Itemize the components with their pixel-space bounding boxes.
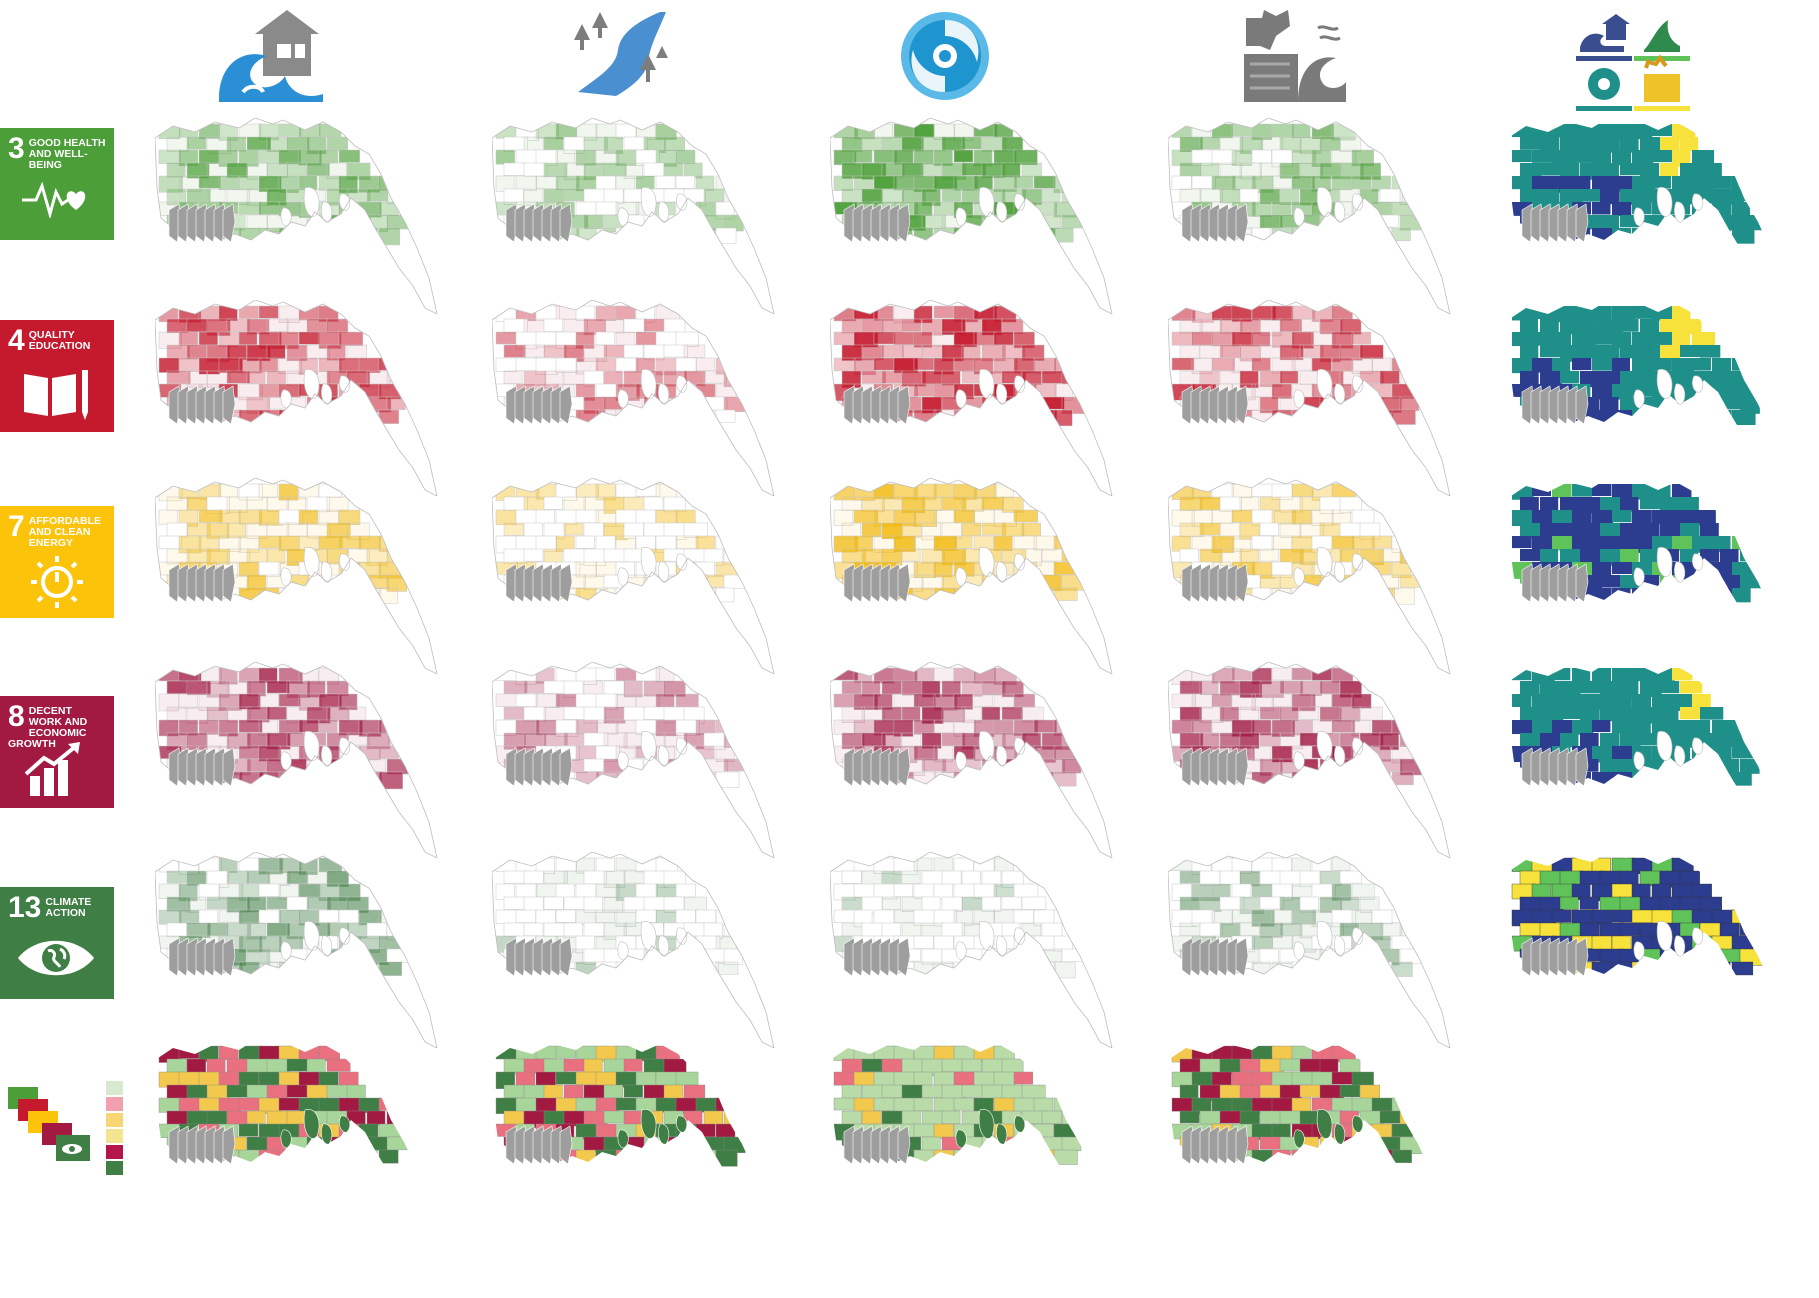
sundarbans-region [505, 937, 573, 977]
sdg8-title: DECENT WORK AND ECONOMIC GROWTH [8, 705, 88, 750]
sundarbans-region [1521, 747, 1589, 787]
sundarbans-region [505, 563, 573, 603]
legend-swatch-3 [106, 1113, 123, 1127]
sundarbans-region [843, 385, 911, 425]
sundarbans-region [1181, 1125, 1249, 1165]
sundarbans-region [1181, 203, 1249, 243]
map-sdg13-cyclone [829, 851, 1130, 1049]
heartbeat-icon [22, 181, 86, 218]
sundarbans-region [168, 937, 236, 977]
sundarbans-region [1521, 385, 1589, 425]
riverine-flood-icon [560, 6, 670, 106]
sdg8-tile: 8 DECENT WORK AND ECONOMIC GROWTH [0, 696, 114, 808]
map-combined-cyclone [830, 1040, 1130, 1236]
map-sdg4-multi-hazard [1508, 300, 1808, 496]
map-sdg8-coastal-flood [154, 661, 455, 859]
sundarbans-region [505, 747, 573, 787]
legend-swatch-2 [106, 1097, 123, 1111]
sundarbans-region [843, 1125, 911, 1165]
sundarbans-region [168, 747, 236, 787]
map-sdg8-cyclone [829, 661, 1130, 859]
sdg13-tile: 13 CLIMATE ACTION [0, 887, 114, 999]
sdg3-title: GOOD HEALTH AND WELL-BEING [28, 137, 106, 171]
sundarbans-region [1181, 563, 1249, 603]
legend-swatch-1 [106, 1081, 123, 1095]
map-sdg4-storm-surge-erosion [1167, 299, 1468, 497]
sdg13-number: 13 [8, 891, 42, 924]
sdg4-tile: 4 QUALITY EDUCATION [0, 320, 114, 432]
map-combined-storm-surge-erosion [1168, 1040, 1468, 1236]
sdg4-number: 4 [8, 324, 25, 357]
sundarbans-region [505, 203, 573, 243]
sundarbans-region [505, 385, 573, 425]
sdg8-number: 8 [8, 700, 25, 733]
sundarbans-region [505, 1125, 573, 1165]
map-sdg8-riverine-flood [491, 661, 792, 859]
growth-chart-icon [24, 742, 80, 796]
map-sdg3-coastal-flood [154, 117, 455, 315]
erosion-surge-icon [1240, 6, 1350, 106]
map-sdg8-storm-surge-erosion [1167, 661, 1468, 859]
sdg4-title: QUALITY EDUCATION [28, 329, 91, 352]
map-sdg4-coastal-flood [154, 299, 455, 497]
coastal-flood-icon [215, 6, 325, 106]
multi-hazard-icon [1572, 6, 1692, 111]
combined-sdg-legend [6, 1085, 114, 1173]
sundarbans-region [168, 203, 236, 243]
cyclone-icon [893, 6, 1003, 106]
map-sdg3-cyclone [829, 117, 1130, 315]
sundarbans-region [1521, 203, 1589, 243]
sdg7-number: 7 [8, 510, 25, 543]
legend-swatch-6 [106, 1161, 123, 1175]
map-sdg7-riverine-flood [491, 477, 792, 675]
sundarbans-region [843, 203, 911, 243]
map-sdg7-storm-surge-erosion [1167, 477, 1468, 675]
sundarbans-region [1181, 385, 1249, 425]
sdg3-number: 3 [8, 132, 25, 165]
sundarbans-region [168, 563, 236, 603]
map-combined-coastal-flood [155, 1040, 455, 1236]
map-sdg13-riverine-flood [491, 851, 792, 1049]
sundarbans-region [1181, 937, 1249, 977]
map-sdg3-riverine-flood [491, 117, 792, 315]
sundarbans-region [843, 563, 911, 603]
map-sdg3-multi-hazard [1508, 118, 1808, 314]
book-pencil-icon [24, 370, 88, 420]
sundarbans-region [843, 937, 911, 977]
map-sdg13-multi-hazard [1508, 852, 1808, 1048]
sdg7-title: AFFORDABLE AND CLEAN ENERGY [28, 515, 102, 549]
sdg3-tile: 3 GOOD HEALTH AND WELL-BEING [0, 128, 114, 240]
legend-swatch-4 [106, 1129, 123, 1143]
sun-power-icon [31, 556, 83, 608]
legend-swatch-5 [106, 1145, 123, 1159]
map-sdg7-cyclone [829, 477, 1130, 675]
map-combined-riverine-flood [492, 1040, 792, 1236]
map-sdg4-riverine-flood [491, 299, 792, 497]
map-sdg4-cyclone [829, 299, 1130, 497]
map-sdg8-multi-hazard [1508, 662, 1808, 858]
sdg7-tile: 7 AFFORDABLE AND CLEAN ENERGY [0, 506, 114, 618]
map-sdg7-multi-hazard [1508, 478, 1808, 674]
sundarbans-region [1521, 563, 1589, 603]
sundarbans-region [1181, 747, 1249, 787]
sundarbans-region [843, 747, 911, 787]
sundarbans-region [168, 1125, 236, 1165]
map-sdg7-coastal-flood [154, 477, 455, 675]
map-sdg13-storm-surge-erosion [1167, 851, 1468, 1049]
sundarbans-region [168, 385, 236, 425]
eye-globe-icon [18, 940, 94, 976]
sdg13-title: CLIMATE ACTION [45, 896, 92, 919]
sundarbans-region [1521, 937, 1589, 977]
map-sdg13-coastal-flood [154, 851, 455, 1049]
map-sdg3-storm-surge-erosion [1167, 117, 1468, 315]
